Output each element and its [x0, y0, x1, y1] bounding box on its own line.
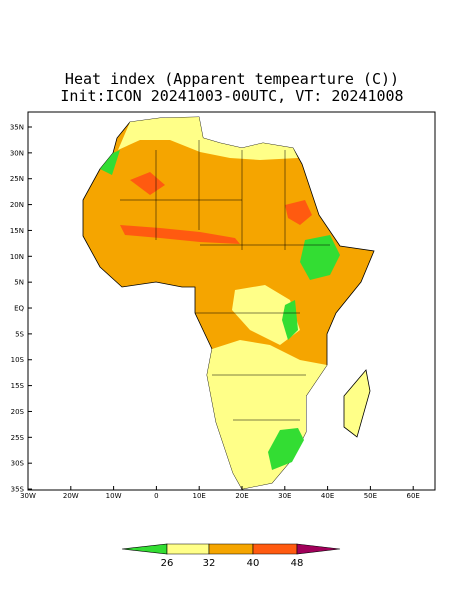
lon-tick-label: 50E — [364, 492, 377, 500]
yellow-central — [232, 285, 300, 345]
colorbar-label: 48 — [291, 558, 304, 569]
map — [27, 111, 436, 491]
lat-tick-label: 35N — [10, 124, 24, 132]
green-south-africa — [268, 428, 304, 470]
colorbar-label: 32 — [203, 558, 216, 569]
lat-tick-label: 10N — [10, 253, 24, 261]
colorbar-segment — [121, 543, 168, 555]
lat-tick-label: 35S — [11, 486, 25, 494]
green-morocco — [100, 150, 120, 175]
lat-tick-label: 5N — [14, 279, 24, 287]
lat-tick-label: 15S — [11, 382, 25, 390]
colorbar-label: 26 — [161, 558, 174, 569]
lat-tick-label: 20N — [10, 201, 24, 209]
colorbar-segment — [252, 543, 298, 555]
lon-tick-label: 0 — [154, 492, 158, 500]
yellow-south — [207, 340, 327, 489]
green-lakes — [282, 300, 298, 340]
lon-tick-label: 30E — [278, 492, 291, 500]
lat-tick-label: 5S — [15, 330, 24, 338]
subtitle: Init:ICON 20241003-00UTC, VT: 20241008 — [60, 87, 403, 105]
lon-tick-label: 10W — [106, 492, 122, 500]
lat-tick-label: 10S — [11, 356, 25, 364]
title: Heat index (Apparent tempearture (C)) — [65, 70, 399, 88]
lon-tick-label: 20E — [235, 492, 248, 500]
colorbar-segment — [208, 543, 254, 555]
country-borders — [120, 140, 330, 421]
lon-tick-label: 20W — [63, 492, 79, 500]
lat-tick-label: 30S — [11, 460, 25, 468]
yellow-north — [118, 117, 298, 160]
colorbar-label: 40 — [247, 558, 260, 569]
green-ethiopia — [300, 235, 340, 280]
colorbar-segment — [296, 543, 341, 555]
lat-tick-label: 25S — [11, 434, 25, 442]
lon-tick-label: 30W — [20, 492, 36, 500]
lon-tick-label: 10E — [193, 492, 206, 500]
lat-tick-label: 30N — [10, 149, 24, 157]
lat-tick-label: 20S — [11, 408, 25, 416]
red-sudan — [285, 200, 312, 225]
madagascar — [343, 369, 371, 438]
lon-tick-label: 60E — [407, 492, 420, 500]
lat-tick-label: 15N — [10, 227, 24, 235]
lon-tick-label: 40E — [321, 492, 334, 500]
lat-tick-label: 25N — [10, 175, 24, 183]
colorbar-segment — [166, 543, 210, 555]
lat-tick-label: EQ — [14, 305, 24, 313]
colorbar: 26 32 40 48 — [121, 543, 341, 569]
red-sahel — [120, 225, 240, 244]
map-ticks: 30W 20W 10W 0 10E 20E 30E 40E 50E 60E 35N 30N 25N 20N… — [10, 124, 420, 501]
